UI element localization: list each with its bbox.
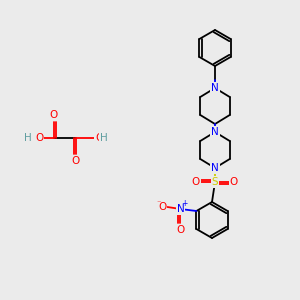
Text: S: S [212,177,218,187]
Text: O: O [192,177,200,187]
Text: O: O [50,110,58,120]
Text: +: + [181,200,188,208]
Text: O: O [230,177,238,187]
Text: O: O [72,156,80,166]
Text: O: O [35,133,43,143]
Text: N: N [211,83,219,93]
Text: N: N [211,127,219,137]
Text: N: N [176,204,184,214]
Text: H: H [24,133,32,143]
Text: ⁻: ⁻ [156,199,161,208]
Text: O: O [176,225,184,235]
Text: H: H [100,133,108,143]
Text: O: O [158,202,166,212]
Text: N: N [211,163,219,173]
Text: O: O [95,133,103,143]
